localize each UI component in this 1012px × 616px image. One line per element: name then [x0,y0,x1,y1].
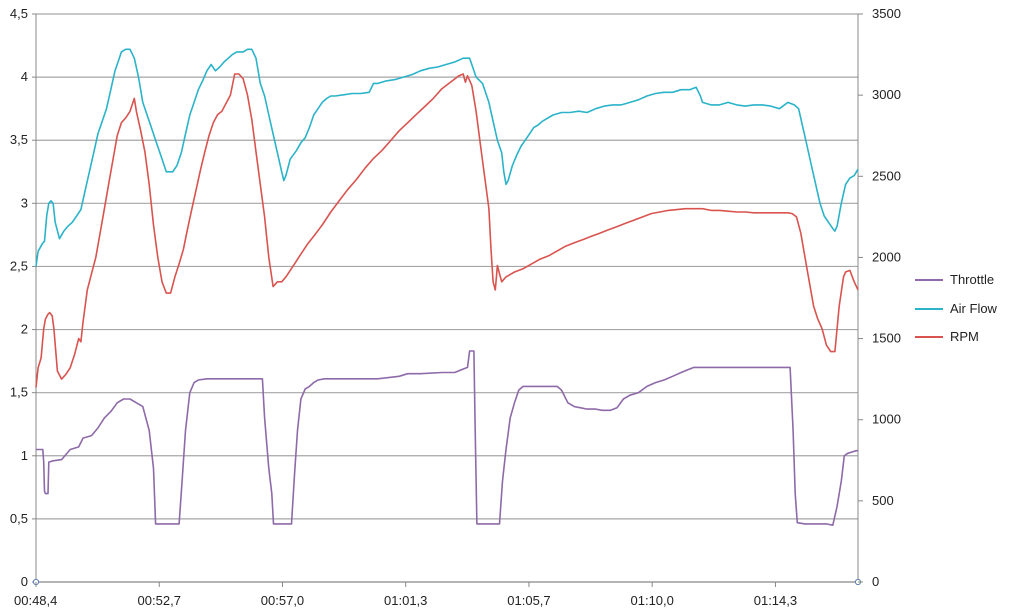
left-tick-label: 0 [21,574,28,589]
left-tick-label: 3 [21,195,28,210]
left-tick-label: 2,5 [10,258,28,273]
x-tick-label: 01:01,3 [384,593,427,608]
legend-label-throttle: Throttle [950,272,994,287]
left-tick-label: 2 [21,322,28,337]
x-tick-label: 01:14,3 [754,593,797,608]
left-tick-label: 0,5 [10,511,28,526]
right-tick-label: 3500 [872,6,901,21]
series-line-air-flow [35,48,859,267]
right-tick-label: 1000 [872,412,901,427]
series-lines [35,48,859,526]
gridlines [36,13,858,520]
x-tick-label: 00:48,4 [14,593,57,608]
axes [32,13,862,586]
left-tick-label: 1,5 [10,385,28,400]
x-tick-label: 01:10,0 [631,593,674,608]
x-tick-label: 00:52,7 [138,593,181,608]
left-axis-ticks: 0 0,5 1 1,5 2 2,5 3 3,5 4 4,5 [10,6,28,589]
x-tick-label: 01:05,7 [507,593,550,608]
legend: Throttle Air Flow RPM [915,272,998,344]
left-tick-label: 4,5 [10,6,28,21]
right-tick-label: 500 [872,493,894,508]
right-tick-label: 1500 [872,331,901,346]
x-tick-label: 00:57,0 [261,593,304,608]
right-tick-label: 0 [872,574,879,589]
legend-label-air-flow: Air Flow [950,301,998,316]
legend-label-rpm: RPM [950,329,979,344]
right-tick-label: 2000 [872,249,901,264]
series-line-throttle [36,350,858,526]
right-tick-label: 2500 [872,168,901,183]
x-axis-ticks: 00:48,4 00:52,7 00:57,0 01:01,3 01:05,7 01:10… [14,582,797,608]
left-tick-label: 1 [21,448,28,463]
right-axis-ticks: 0 500 1000 1500 2000 2500 3000 3500 [858,6,901,589]
series-line-rpm [35,73,859,388]
left-tick-label: 4 [21,69,28,84]
right-tick-label: 3000 [872,87,901,102]
left-tick-label: 3,5 [10,132,28,147]
